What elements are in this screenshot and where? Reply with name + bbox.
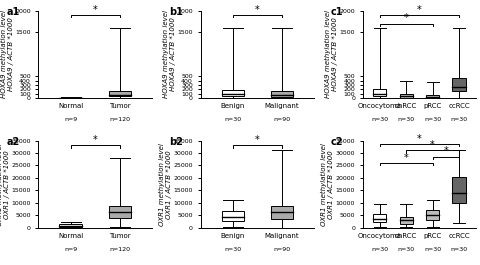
Text: n=30: n=30 bbox=[224, 247, 240, 252]
Y-axis label: OXR1 methylation level
OXR1 / ACTB *1000: OXR1 methylation level OXR1 / ACTB *1000 bbox=[320, 143, 334, 226]
Text: *: * bbox=[429, 140, 434, 150]
Text: n=120: n=120 bbox=[109, 117, 130, 122]
Bar bbox=[425, 210, 438, 220]
Bar bbox=[108, 91, 131, 96]
Bar bbox=[270, 91, 292, 97]
Bar bbox=[452, 78, 465, 91]
Text: b2: b2 bbox=[168, 137, 182, 147]
Bar bbox=[221, 211, 243, 221]
Y-axis label: HOXA9 methylation level
HOXA9 / ACTB *1000: HOXA9 methylation level HOXA9 / ACTB *10… bbox=[0, 10, 14, 98]
Bar bbox=[221, 90, 243, 96]
Text: *: * bbox=[254, 135, 259, 145]
Bar bbox=[372, 90, 385, 96]
Bar bbox=[60, 224, 82, 227]
Text: *: * bbox=[254, 5, 259, 15]
Bar bbox=[399, 217, 412, 224]
Text: n=90: n=90 bbox=[273, 117, 290, 122]
Text: b1: b1 bbox=[168, 7, 182, 17]
Text: *: * bbox=[93, 5, 97, 15]
Text: n=30: n=30 bbox=[397, 247, 414, 252]
Text: *: * bbox=[416, 134, 421, 144]
Text: a2: a2 bbox=[7, 137, 20, 147]
Text: n=30: n=30 bbox=[371, 117, 387, 122]
Text: *: * bbox=[416, 5, 421, 15]
Y-axis label: OXR1 methylation level
OXR1 / ACTB *1000: OXR1 methylation level OXR1 / ACTB *1000 bbox=[158, 143, 172, 226]
Text: n=120: n=120 bbox=[109, 247, 130, 252]
Text: n=30: n=30 bbox=[423, 117, 440, 122]
Bar bbox=[372, 214, 385, 222]
Text: n=30: n=30 bbox=[224, 117, 240, 122]
Y-axis label: HOXA9 methylation level
HOXA9 / ACTB *1000: HOXA9 methylation level HOXA9 / ACTB *10… bbox=[324, 10, 337, 98]
Text: n=30: n=30 bbox=[397, 117, 414, 122]
Text: a1: a1 bbox=[7, 7, 20, 17]
Bar bbox=[452, 177, 465, 203]
Text: n=9: n=9 bbox=[64, 247, 77, 252]
Bar bbox=[425, 95, 438, 98]
Text: c1: c1 bbox=[330, 7, 343, 17]
Text: n=90: n=90 bbox=[273, 247, 290, 252]
Text: *: * bbox=[403, 153, 408, 162]
Text: *: * bbox=[443, 146, 447, 156]
Text: n=30: n=30 bbox=[450, 117, 467, 122]
Text: c2: c2 bbox=[330, 137, 343, 147]
Y-axis label: HOXA9 methylation level
HOXA9 / ACTB *1000: HOXA9 methylation level HOXA9 / ACTB *10… bbox=[162, 10, 176, 98]
Y-axis label: OXR1 methylation level
OXR1 / ACTB *1000: OXR1 methylation level OXR1 / ACTB *1000 bbox=[0, 143, 10, 226]
Text: n=30: n=30 bbox=[450, 247, 467, 252]
Bar bbox=[399, 94, 412, 98]
Text: n=30: n=30 bbox=[423, 247, 440, 252]
Text: n=30: n=30 bbox=[371, 247, 387, 252]
Text: *: * bbox=[403, 13, 408, 23]
Text: n=9: n=9 bbox=[64, 117, 77, 122]
Text: *: * bbox=[93, 135, 97, 145]
Bar bbox=[270, 206, 292, 219]
Bar bbox=[108, 206, 131, 218]
